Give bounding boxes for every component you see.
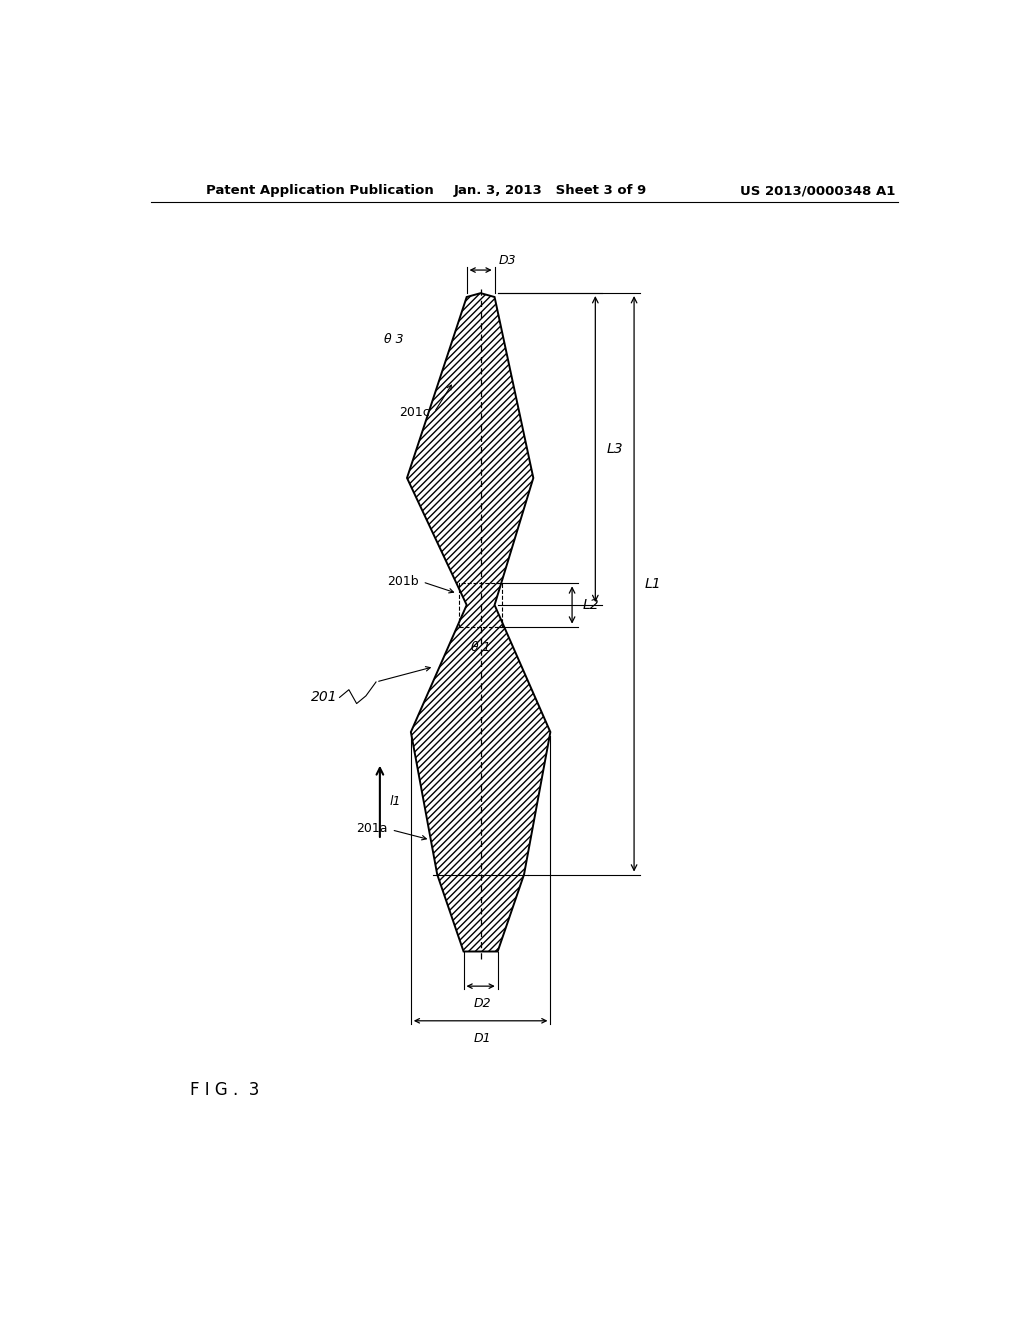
Text: D1: D1	[473, 1032, 490, 1044]
Text: US 2013/0000348 A1: US 2013/0000348 A1	[740, 185, 896, 197]
Text: L1: L1	[645, 577, 662, 591]
Text: 201c: 201c	[399, 407, 430, 418]
Text: L2: L2	[583, 598, 599, 612]
Text: θ 3: θ 3	[384, 333, 403, 346]
Text: 201b: 201b	[387, 576, 419, 589]
Text: 201a: 201a	[356, 822, 388, 834]
Text: F I G .  3: F I G . 3	[190, 1081, 259, 1100]
Text: θ 1: θ 1	[471, 640, 490, 653]
Text: Jan. 3, 2013   Sheet 3 of 9: Jan. 3, 2013 Sheet 3 of 9	[454, 185, 647, 197]
Text: D3: D3	[499, 253, 516, 267]
Text: D2: D2	[473, 997, 490, 1010]
Polygon shape	[407, 293, 550, 952]
Text: 201: 201	[310, 690, 337, 705]
Text: l1: l1	[389, 795, 400, 808]
Text: Patent Application Publication: Patent Application Publication	[206, 185, 433, 197]
Text: L3: L3	[606, 442, 623, 457]
